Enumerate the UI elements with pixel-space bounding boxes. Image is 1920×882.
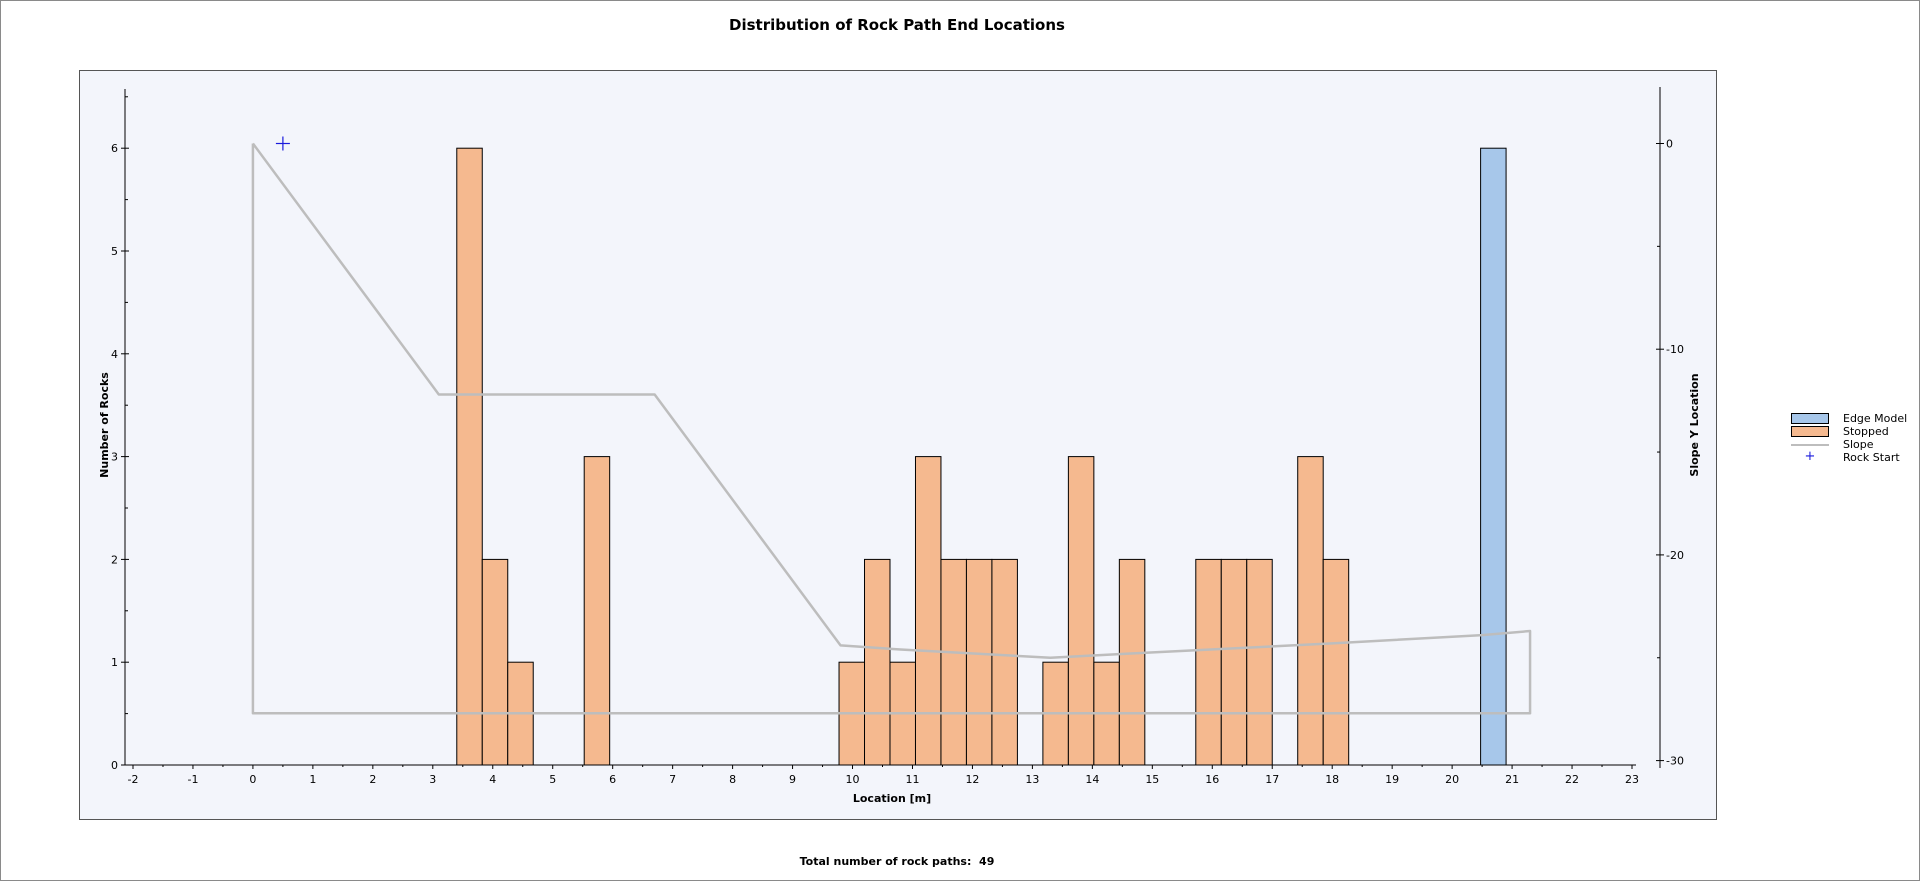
chart-title: Distribution of Rock Path End Locations — [729, 16, 1065, 34]
x-tick-label: 21 — [1505, 773, 1519, 786]
bar-layer — [456, 147, 1507, 766]
bar-stopped — [940, 558, 967, 766]
y2-tick-label: 0 — [1666, 138, 1673, 151]
x-tick-label: 13 — [1025, 773, 1039, 786]
x-tick-label: 6 — [609, 773, 616, 786]
bar-stopped — [1246, 558, 1273, 766]
x-tick-label: 16 — [1205, 773, 1219, 786]
bar-stopped — [914, 456, 942, 766]
bar-stopped — [1195, 558, 1222, 766]
total-rock-paths-value: 49 — [979, 855, 995, 868]
rock-start-marker — [275, 136, 290, 151]
y-axis-label: Number of Rocks — [98, 372, 111, 478]
bar-stopped — [965, 558, 993, 766]
y-tick-label: 0 — [111, 759, 118, 772]
x-tick-label: 0 — [249, 773, 256, 786]
x-tick-label: 12 — [965, 773, 979, 786]
bar-stopped — [1067, 456, 1095, 766]
x-tick-label: 17 — [1265, 773, 1279, 786]
x-tick-label: 23 — [1625, 773, 1639, 786]
y-tick-label: 2 — [111, 553, 118, 566]
legend-line-slope — [1791, 444, 1829, 446]
plus-icon: + — [1804, 449, 1816, 464]
bar-stopped — [991, 558, 1018, 766]
legend-label: Edge Model — [1843, 412, 1908, 425]
y2-tick-label: -30 — [1666, 755, 1684, 768]
marker-layer — [275, 136, 290, 151]
y2-tick-label: -20 — [1666, 549, 1684, 562]
axes-layer: -2 -1 0 1 2 3 4 5 6 7 8 9 10 11 12 13 14 15 16 17 18 19 20 21 22… — [111, 87, 1684, 786]
total-rock-paths-label: Total number of rock paths: — [799, 855, 972, 868]
x-tick-label: 5 — [549, 773, 556, 786]
x-axis-label: Location [m] — [853, 792, 931, 805]
y-tick-label: 1 — [111, 656, 118, 669]
x-tick-label: 18 — [1325, 773, 1339, 786]
bar-stopped — [864, 558, 891, 766]
y2-axis-label: Slope Y Location — [1688, 373, 1701, 476]
total-rock-paths: Total number of rock paths: 49 — [1, 855, 1793, 868]
x-tick-label: -2 — [128, 773, 139, 786]
bar-stopped — [456, 147, 483, 766]
x-tick-label: 15 — [1145, 773, 1159, 786]
x-tick-label: 4 — [489, 773, 496, 786]
bar-stopped — [583, 456, 611, 766]
legend-swatch-stopped — [1791, 426, 1829, 437]
x-tick-label: 14 — [1085, 773, 1099, 786]
bar-edge-model — [1480, 147, 1507, 766]
x-tick-label: 7 — [669, 773, 676, 786]
x-tick-label: 8 — [729, 773, 736, 786]
bar-stopped — [1297, 456, 1324, 766]
slope-layer — [251, 142, 1532, 715]
legend-label: Rock Start — [1843, 451, 1900, 464]
legend-label: Slope — [1843, 438, 1874, 451]
legend-label: Stopped — [1843, 425, 1889, 438]
bar-stopped — [1220, 558, 1248, 766]
x-tick-label: 1 — [309, 773, 316, 786]
bar-stopped — [481, 558, 509, 766]
bar-stopped — [1322, 558, 1350, 766]
y-tick-label: 5 — [111, 245, 118, 258]
x-tick-label: 9 — [789, 773, 796, 786]
slope-line — [251, 142, 1532, 715]
x-tick-label: 11 — [905, 773, 919, 786]
y-tick-label: 4 — [111, 348, 118, 361]
x-tick-label: 20 — [1445, 773, 1459, 786]
legend-swatch-edge-model — [1791, 413, 1829, 424]
y-tick-label: 6 — [111, 142, 118, 155]
bar-stopped — [1118, 558, 1146, 766]
y2-tick-label: -10 — [1666, 343, 1684, 356]
x-tick-label: 3 — [429, 773, 436, 786]
chart-canvas: -2 -1 0 1 2 3 4 5 6 7 8 9 10 11 12 13 14 15 16 17 18 19 20 21 22… — [98, 87, 1701, 805]
x-tick-label: 2 — [369, 773, 376, 786]
x-tick-label: -1 — [187, 773, 198, 786]
y-tick-label: 3 — [111, 451, 118, 464]
x-tick-label: 10 — [846, 773, 860, 786]
x-tick-label: 19 — [1385, 773, 1399, 786]
x-tick-label: 22 — [1565, 773, 1579, 786]
